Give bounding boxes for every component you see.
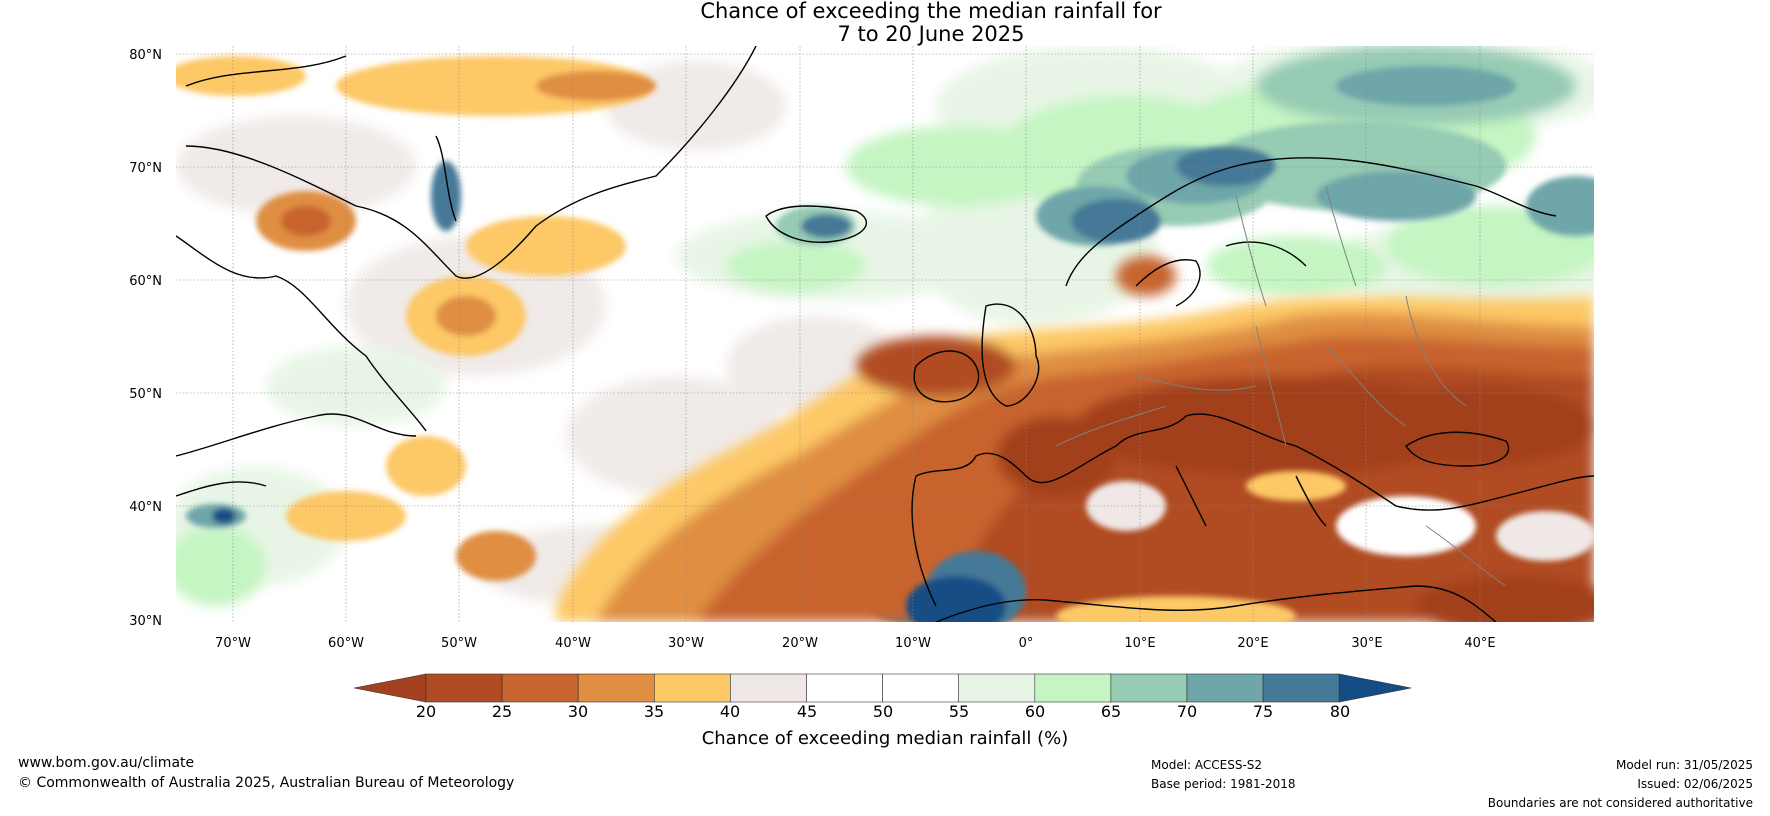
map-title: Chance of exceeding the median rainfall … (0, 0, 1770, 46)
colorbar-segment (1110, 673, 1188, 703)
lat-label-30n: 30°N (129, 614, 162, 629)
colorbar-label: Chance of exceeding median rainfall (%) (701, 728, 1069, 749)
iceland-coast (765, 205, 868, 243)
lon-label-20e: 20°E (1237, 636, 1269, 651)
field-wet-blue (186, 66, 1594, 622)
cb-tick-60: 60 (1024, 702, 1046, 721)
labrador-coast (176, 235, 427, 497)
colorbar-segment (1186, 673, 1264, 703)
lon-label-10e: 10°E (1124, 636, 1156, 651)
colorbar-extend-low (353, 673, 427, 703)
lon-label-30e: 30°E (1351, 636, 1383, 651)
cb-tick-55: 55 (948, 702, 970, 721)
footer-model-run: Model run: 31/05/2025 (1615, 758, 1753, 772)
coastlines (176, 46, 1594, 622)
colorbar-segment (882, 673, 959, 703)
footer-copyright: © Commonwealth of Australia 2025, Austra… (18, 775, 515, 791)
cb-tick-25: 25 (491, 702, 513, 721)
cb-tick-45: 45 (796, 702, 818, 721)
cb-tick-75: 75 (1252, 702, 1274, 721)
colorbar-segment (806, 673, 883, 703)
lat-label-50n: 50°N (129, 387, 162, 402)
colorbar-segment (1034, 673, 1112, 703)
colorbar-segment (730, 673, 807, 703)
greenland-coast (185, 46, 757, 279)
footer-model: Model: ACCESS-S2 (1151, 758, 1263, 772)
graticule (176, 46, 1594, 622)
cb-tick-70: 70 (1176, 702, 1198, 721)
colorbar-extend-high (1338, 673, 1412, 703)
cb-tick-50: 50 (872, 702, 894, 721)
lon-label-40e: 40°E (1464, 636, 1496, 651)
cb-tick-20: 20 (415, 702, 437, 721)
footer-issued: Issued: 02/06/2025 (1637, 777, 1753, 791)
colorbar-segment (958, 673, 1036, 703)
field-dry-atlantic (176, 56, 656, 581)
lon-label-50w: 50°W (441, 636, 477, 651)
country-borders (1055, 185, 1507, 587)
footer-base-period: Base period: 1981-2018 (1151, 777, 1296, 791)
map-canvas (176, 46, 1594, 622)
lat-label-80n: 80°N (129, 48, 162, 63)
lon-label-0: 0° (1018, 636, 1034, 651)
footer-disclaimer: Boundaries are not considered authoritat… (1487, 796, 1753, 810)
colorbar-segment (653, 673, 731, 703)
lon-label-60w: 60°W (328, 636, 364, 651)
lon-label-10w: 10°W (895, 636, 931, 651)
lat-label-60n: 60°N (129, 274, 162, 289)
footer-site: www.bom.gov.au/climate (18, 755, 195, 771)
cb-tick-40: 40 (719, 702, 741, 721)
black-sea-coast (1405, 431, 1510, 467)
lon-label-70w: 70°W (215, 636, 251, 651)
british-isles-coast (913, 303, 1040, 407)
cb-tick-30: 30 (567, 702, 589, 721)
lon-label-30w: 30°W (668, 636, 704, 651)
colorbar-segment (425, 673, 503, 703)
colorbar-segment (577, 673, 655, 703)
europe-coast (911, 413, 1594, 607)
title-line-1: Chance of exceeding the median rainfall … (700, 0, 1162, 23)
field-europe-wet-patches (906, 471, 1594, 622)
lat-label-70n: 70°N (129, 161, 162, 176)
cb-tick-65: 65 (1100, 702, 1122, 721)
colorbar-segment (1262, 673, 1340, 703)
africa-coast (935, 585, 1497, 622)
cb-tick-80: 80 (1329, 702, 1351, 721)
cb-tick-35: 35 (643, 702, 665, 721)
lon-label-40w: 40°W (555, 636, 591, 651)
lon-label-20w: 20°W (782, 636, 818, 651)
lat-label-40n: 40°N (129, 500, 162, 515)
colorbar-segment (501, 673, 579, 703)
rainfall-map (176, 46, 1594, 622)
scandinavia-coast (1065, 157, 1557, 307)
title-line-2: 7 to 20 June 2025 (837, 22, 1025, 46)
